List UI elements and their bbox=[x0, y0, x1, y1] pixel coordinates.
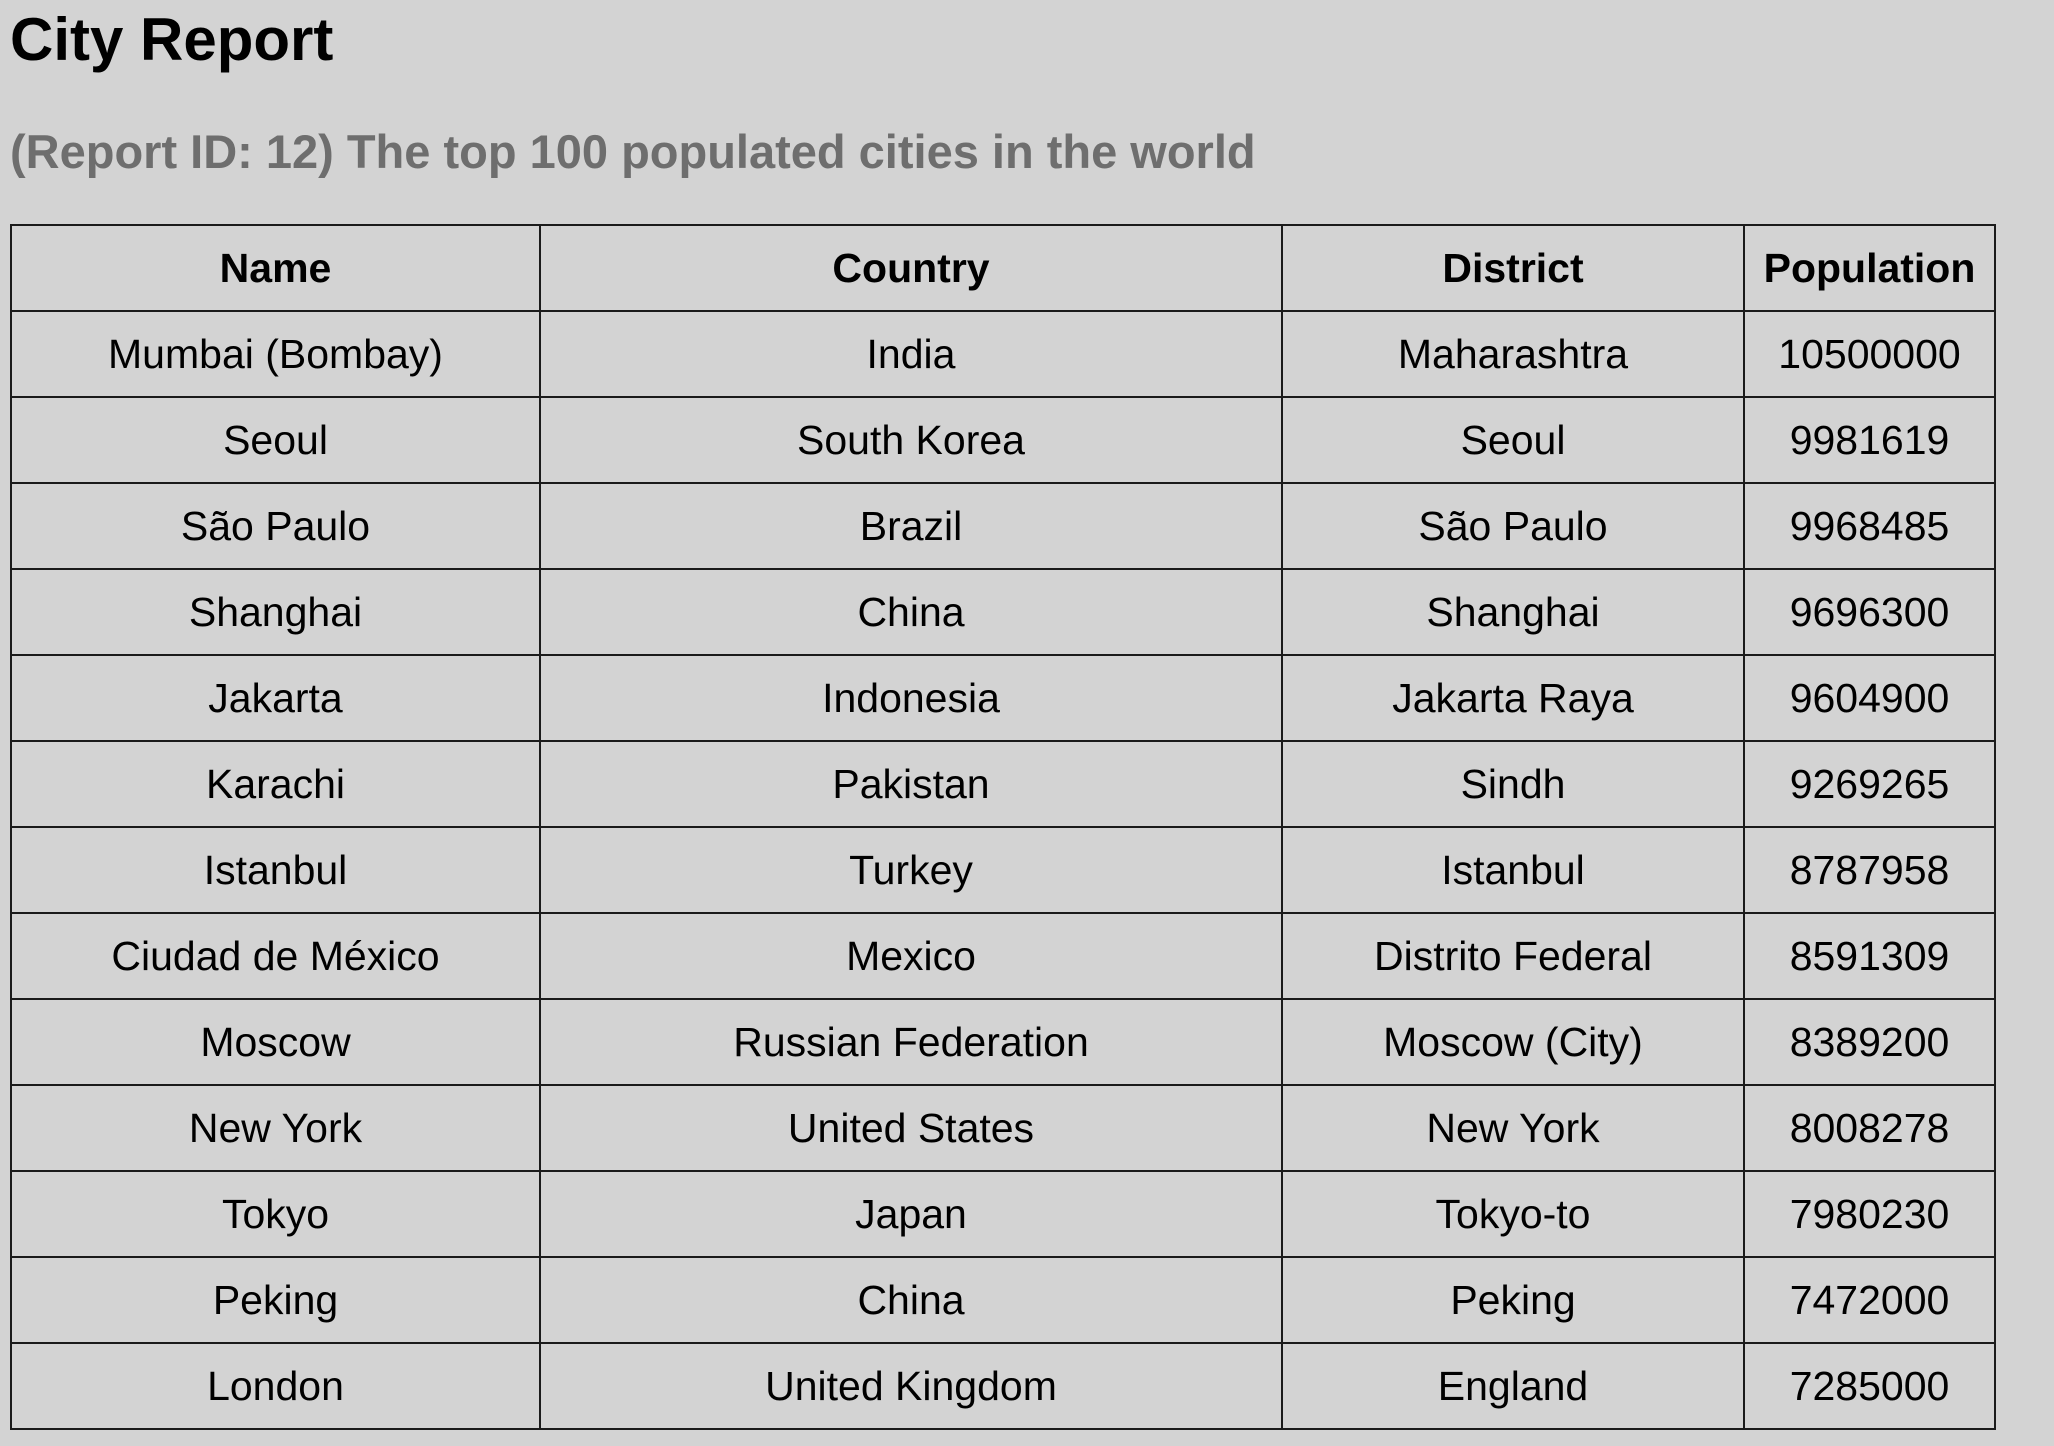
cell-name: Mumbai (Bombay) bbox=[10, 310, 541, 398]
cell-district: England bbox=[1281, 1342, 1745, 1430]
cell-country: Japan bbox=[539, 1170, 1283, 1258]
cell-population: 10500000 bbox=[1743, 310, 1996, 398]
cell-country: Indonesia bbox=[539, 654, 1283, 742]
cell-district: Maharashtra bbox=[1281, 310, 1745, 398]
cell-country: China bbox=[539, 568, 1283, 656]
cell-country: South Korea bbox=[539, 396, 1283, 484]
column-header-name: Name bbox=[10, 224, 541, 312]
table-row: Tokyo Japan Tokyo-to 7980230 bbox=[10, 1170, 1996, 1258]
cell-population: 9604900 bbox=[1743, 654, 1996, 742]
cell-population: 8591309 bbox=[1743, 912, 1996, 1000]
cell-district: Distrito Federal bbox=[1281, 912, 1745, 1000]
cell-district: Tokyo-to bbox=[1281, 1170, 1745, 1258]
cell-population: 9696300 bbox=[1743, 568, 1996, 656]
cell-country: United Kingdom bbox=[539, 1342, 1283, 1430]
table-row: New York United States New York 8008278 bbox=[10, 1084, 1996, 1172]
cell-country: Mexico bbox=[539, 912, 1283, 1000]
cell-district: Moscow (City) bbox=[1281, 998, 1745, 1086]
table-row: Seoul South Korea Seoul 9981619 bbox=[10, 396, 1996, 484]
cell-population: 8389200 bbox=[1743, 998, 1996, 1086]
cell-name: Tokyo bbox=[10, 1170, 541, 1258]
cell-district: Istanbul bbox=[1281, 826, 1745, 914]
cell-district: New York bbox=[1281, 1084, 1745, 1172]
cell-population: 9269265 bbox=[1743, 740, 1996, 828]
table-row: Mumbai (Bombay) India Maharashtra 105000… bbox=[10, 310, 1996, 398]
cell-district: São Paulo bbox=[1281, 482, 1745, 570]
cell-name: Moscow bbox=[10, 998, 541, 1086]
cell-name: Istanbul bbox=[10, 826, 541, 914]
table-row: São Paulo Brazil São Paulo 9968485 bbox=[10, 482, 1996, 570]
table-row: Peking China Peking 7472000 bbox=[10, 1256, 1996, 1344]
cell-population: 9981619 bbox=[1743, 396, 1996, 484]
cell-district: Peking bbox=[1281, 1256, 1745, 1344]
cell-country: United States bbox=[539, 1084, 1283, 1172]
cell-name: Ciudad de México bbox=[10, 912, 541, 1000]
table-row: Moscow Russian Federation Moscow (City) … bbox=[10, 998, 1996, 1086]
column-header-country: Country bbox=[539, 224, 1283, 312]
table-row: Karachi Pakistan Sindh 9269265 bbox=[10, 740, 1996, 828]
cell-country: Russian Federation bbox=[539, 998, 1283, 1086]
cell-name: Seoul bbox=[10, 396, 541, 484]
cell-name: Jakarta bbox=[10, 654, 541, 742]
cell-population: 7472000 bbox=[1743, 1256, 1996, 1344]
table-row: Istanbul Turkey Istanbul 8787958 bbox=[10, 826, 1996, 914]
cell-population: 8008278 bbox=[1743, 1084, 1996, 1172]
cell-country: Turkey bbox=[539, 826, 1283, 914]
cell-name: Shanghai bbox=[10, 568, 541, 656]
city-table: Name Country District Population Mumbai … bbox=[10, 224, 1996, 1430]
cell-country: Pakistan bbox=[539, 740, 1283, 828]
cell-population: 9968485 bbox=[1743, 482, 1996, 570]
cell-country: China bbox=[539, 1256, 1283, 1344]
cell-district: Sindh bbox=[1281, 740, 1745, 828]
page-title: City Report bbox=[10, 6, 334, 73]
cell-name: Peking bbox=[10, 1256, 541, 1344]
table-row: London United Kingdom England 7285000 bbox=[10, 1342, 1996, 1430]
cell-district: Shanghai bbox=[1281, 568, 1745, 656]
cell-country: India bbox=[539, 310, 1283, 398]
cell-population: 8787958 bbox=[1743, 826, 1996, 914]
cell-name: New York bbox=[10, 1084, 541, 1172]
cell-name: Karachi bbox=[10, 740, 541, 828]
report-subtitle: (Report ID: 12) The top 100 populated ci… bbox=[10, 125, 1256, 178]
column-header-population: Population bbox=[1743, 224, 1996, 312]
cell-name: London bbox=[10, 1342, 541, 1430]
table-row: Ciudad de México Mexico Distrito Federal… bbox=[10, 912, 1996, 1000]
table-row: Jakarta Indonesia Jakarta Raya 9604900 bbox=[10, 654, 1996, 742]
cell-population: 7285000 bbox=[1743, 1342, 1996, 1430]
cell-country: Brazil bbox=[539, 482, 1283, 570]
cell-population: 7980230 bbox=[1743, 1170, 1996, 1258]
cell-district: Seoul bbox=[1281, 396, 1745, 484]
cell-district: Jakarta Raya bbox=[1281, 654, 1745, 742]
column-header-district: District bbox=[1281, 224, 1745, 312]
table-header-row: Name Country District Population bbox=[10, 224, 1996, 312]
table-row: Shanghai China Shanghai 9696300 bbox=[10, 568, 1996, 656]
cell-name: São Paulo bbox=[10, 482, 541, 570]
